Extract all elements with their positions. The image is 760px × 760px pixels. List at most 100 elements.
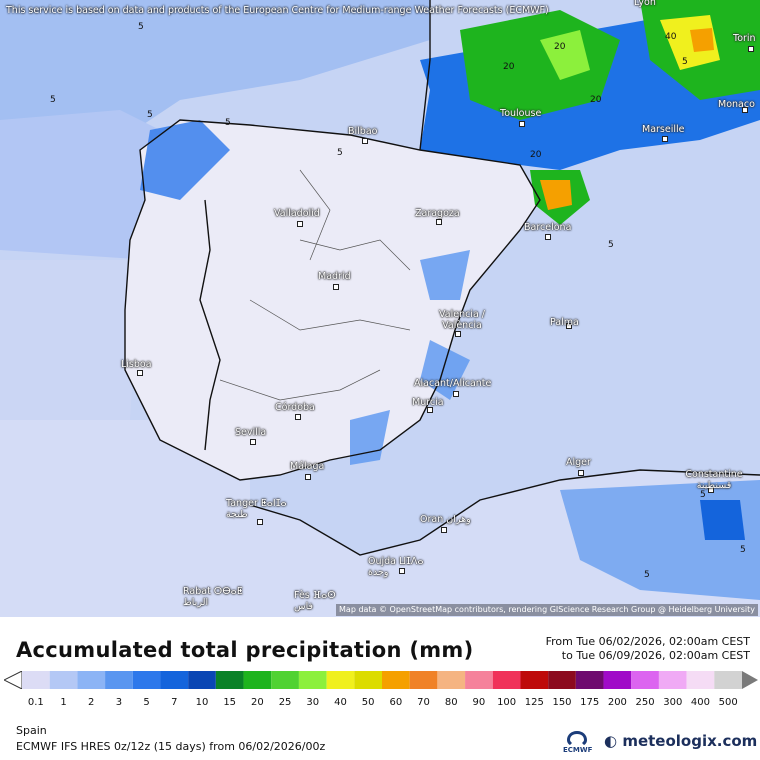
city-dot (742, 107, 748, 113)
period-from: From Tue 06/02/2026, 02:00am CEST (545, 635, 750, 648)
city-dot (333, 284, 339, 290)
city-label[interactable]: Palma (550, 317, 579, 328)
city-label[interactable]: Valencia / València (439, 309, 485, 331)
legend-tick-label: 7 (171, 697, 178, 708)
city-label[interactable]: Barcelona (524, 222, 572, 233)
city-dot (250, 439, 256, 445)
contour-label: 5 (700, 490, 706, 500)
city-label[interactable]: Zaragoza (415, 208, 460, 219)
legend-swatch (492, 671, 521, 689)
city-label[interactable]: Monaco (718, 99, 755, 110)
legend-swatch (188, 671, 216, 689)
meteologix-icon: ◐ (604, 732, 618, 750)
city-label[interactable]: Tanger ⵟⴰⵏⵊⴰ طنجة (226, 498, 287, 520)
city-label[interactable]: Murcia (412, 397, 444, 408)
city-label[interactable]: Torin (733, 33, 756, 44)
legend-swatch (105, 671, 133, 689)
city-label[interactable]: Córdoba (275, 402, 315, 413)
legend-swatch (77, 671, 106, 689)
city-dot (519, 121, 525, 127)
legend-swatch (49, 671, 78, 689)
city-label[interactable]: Sevilla (235, 427, 267, 438)
city-dot (362, 138, 368, 144)
city-label[interactable]: Fès ⴼⴰⵙ فاس (294, 590, 336, 612)
legend-swatch (437, 671, 466, 689)
city-dot (257, 519, 263, 525)
legend-swatch (132, 671, 161, 689)
legend-tick-label: 5 (143, 697, 150, 708)
map-canvas (0, 0, 760, 617)
forecast-period: From Tue 06/02/2026, 02:00am CEST to Tue… (546, 635, 750, 663)
ecmwf-logo-text: ECMWF (563, 746, 593, 754)
city-dot (453, 391, 459, 397)
contour-label: 5 (644, 570, 650, 580)
city-dot (578, 470, 584, 476)
city-dot (297, 221, 303, 227)
legend-swatch (603, 671, 632, 689)
city-label[interactable]: Málaga (290, 461, 325, 472)
legend-tick-label: 100 (497, 697, 517, 708)
city-label[interactable]: Constantine قسنطينة (685, 469, 743, 491)
city-label[interactable]: Madrid (318, 271, 351, 282)
legend-tick-label: 60 (389, 697, 403, 708)
city-dot (662, 136, 668, 142)
period-to: to Tue 06/09/2026, 02:00am CEST (561, 649, 750, 662)
city-label[interactable]: Lyon (634, 0, 656, 8)
city-label[interactable]: Alacant/Alicante (414, 378, 492, 389)
legend-tick-label: 10 (195, 697, 209, 708)
city-label[interactable]: Valladolid (274, 208, 320, 219)
legend-swatch (326, 671, 355, 689)
legend-tick-label: 300 (663, 697, 683, 708)
city-label[interactable]: Oran وهران (420, 514, 471, 525)
meteologix-logo[interactable]: ◐ meteologix.com (604, 732, 757, 750)
legend-tick-label: 20 (251, 697, 264, 708)
city-label[interactable]: Lisboa (121, 359, 152, 370)
city-label[interactable]: Bilbao (348, 126, 378, 137)
city-dot (545, 234, 551, 240)
legend-swatch (160, 671, 189, 689)
city-dot (399, 568, 405, 574)
city-dot (137, 370, 143, 376)
legend-ticks: 0.1 1 2 3 5 7 10 15 20 25 30 40 50 60 70 80 90 100 125 150 1… (0, 697, 760, 711)
legend-swatch (409, 671, 438, 689)
brand-label: meteologix.com (622, 732, 758, 750)
contour-label: 20 (503, 62, 515, 72)
legend-swatch (631, 671, 659, 689)
precipitation-map[interactable] (0, 0, 760, 617)
legend-tick-label: 125 (524, 697, 544, 708)
legend-swatch (465, 671, 493, 689)
contour-label: 20 (590, 95, 602, 105)
legend-tick-label: 400 (690, 697, 710, 708)
legend-swatch (658, 671, 687, 689)
contour-label: 5 (225, 118, 231, 128)
city-label[interactable]: Toulouse (500, 108, 542, 119)
legend-tick-label: 50 (361, 697, 375, 708)
legend-swatch (22, 671, 50, 689)
legend-tick-label: 250 (635, 697, 655, 708)
legend-tick-label: 70 (417, 697, 430, 708)
chart-title: Accumulated total precipitation (mm) (16, 638, 474, 662)
legend-tick-label: 90 (472, 697, 486, 708)
legend-swatch (686, 671, 715, 689)
legend-swatch (271, 671, 299, 689)
legend-swatch (575, 671, 604, 689)
city-label[interactable]: Alger (566, 457, 591, 468)
contour-label: 5 (50, 95, 56, 105)
city-label[interactable]: Rabat ⵔⴱⴰⵟ الرباط (183, 586, 243, 608)
legend-tick-label: 200 (607, 697, 627, 708)
city-dot (708, 487, 714, 493)
legend-tick-label: 150 (552, 697, 572, 708)
legend-swatch (714, 671, 742, 689)
city-label[interactable]: Marseille (642, 124, 685, 135)
model-info: ECMWF IFS HRES 0z/12z (15 days) from 06/… (16, 740, 326, 753)
legend-swatch (548, 671, 576, 689)
legend-tick-label: 80 (444, 697, 458, 708)
city-dot (748, 46, 754, 52)
city-dot (441, 527, 447, 533)
ecmwf-logo-icon (567, 731, 587, 745)
city-dot (566, 323, 572, 329)
contour-label: 40 (665, 32, 677, 42)
region-name: Spain (16, 724, 47, 737)
city-label[interactable]: Oujda ⵡⵊⴷⴰ وجدة (368, 556, 424, 578)
legend-arrow-left (4, 671, 23, 689)
